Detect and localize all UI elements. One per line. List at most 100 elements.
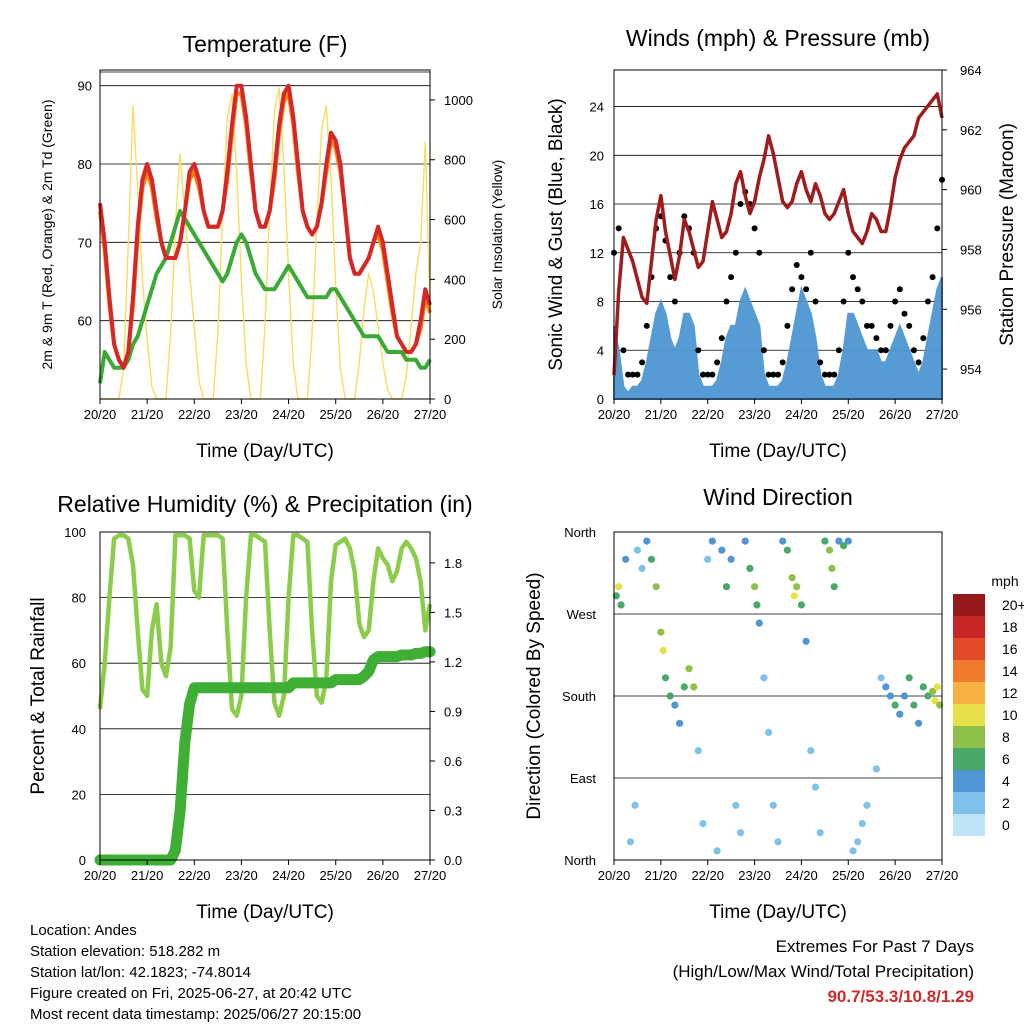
wind-direction-point — [755, 619, 763, 627]
wind-direction-point — [694, 747, 702, 755]
wind-direction-point — [685, 665, 693, 673]
wind-direction-point — [699, 820, 707, 828]
wind-direction-point — [760, 674, 768, 682]
gust-point — [709, 371, 716, 378]
plot-frame-1 — [99, 69, 431, 400]
y2-tick-label: 0.6 — [444, 754, 462, 769]
y-tick-label: 24 — [590, 100, 604, 115]
x-tick-label: 24/20 — [785, 868, 818, 883]
wind-direction-point — [727, 555, 735, 563]
gust-point — [831, 371, 838, 378]
station-info: Location: Andes Station elevation: 518.2… — [30, 920, 361, 1025]
wind-direction-point — [933, 683, 941, 691]
gust-point — [728, 274, 735, 281]
wind-direction-point — [840, 542, 848, 550]
wind-direction-point — [666, 692, 674, 700]
gust-point — [756, 249, 763, 256]
wind-direction-point — [882, 683, 890, 691]
x-tick-label: 22/20 — [691, 407, 724, 422]
wind-direction-point — [886, 692, 895, 700]
y-tick-label: 100 — [64, 525, 86, 540]
gust-point — [700, 371, 706, 378]
wind-direction-point — [830, 583, 838, 591]
wind-direction-point — [708, 537, 717, 545]
legend-label: 6 — [1002, 751, 1010, 767]
wind-direction-point — [633, 546, 642, 554]
y-tick-label: North — [564, 853, 596, 868]
latlon-text: Station lat/lon: 42.1823; -74.8014 — [30, 964, 252, 981]
gust-point — [704, 371, 711, 378]
wind-direction-point — [905, 674, 913, 682]
wind-direction-point — [718, 546, 726, 554]
wind-direction-point — [736, 829, 745, 837]
wind-direction-point — [802, 637, 810, 645]
gust-point — [639, 359, 646, 366]
y2-tick-label: 0.9 — [444, 704, 462, 719]
y2-tick-label: 1000 — [444, 93, 473, 108]
gust-point — [714, 359, 721, 366]
wind-direction-point — [790, 592, 799, 600]
x-tick-label: 23/20 — [225, 407, 258, 422]
y2-tick-label: 956 — [960, 302, 982, 317]
dewpoint-line — [98, 209, 432, 384]
legend-label: 2 — [1002, 795, 1010, 811]
legend-swatch — [953, 594, 985, 616]
y-tick-label: 20 — [72, 787, 86, 802]
x-tick-label: 27/20 — [926, 407, 959, 422]
legend-swatch — [953, 814, 985, 836]
wind-direction-point — [769, 801, 777, 809]
y-tick-label: North — [564, 525, 596, 540]
wind-direction-point — [657, 628, 665, 636]
x-tick-label: 20/20 — [84, 407, 117, 422]
legend-label: 20+ — [1002, 597, 1024, 613]
gust-point — [760, 347, 767, 354]
gust-point — [737, 201, 744, 207]
y2-tick-label: 1.2 — [444, 655, 462, 670]
x-tick-label: 21/20 — [645, 868, 678, 883]
gust-point — [812, 298, 819, 305]
gust-point — [732, 249, 739, 256]
x-tick-label: 24/20 — [272, 407, 305, 422]
y2-tick-label: 964 — [960, 63, 982, 78]
wind-direction-point — [929, 687, 937, 696]
y-tick-label: East — [570, 771, 596, 786]
elevation-text: Station elevation: 518.282 m — [30, 943, 221, 960]
sonic-wind-area — [613, 276, 943, 400]
plot-frame-3 — [99, 531, 431, 861]
gust-point — [770, 371, 777, 378]
gust-point — [901, 310, 908, 317]
wind-direction-point — [622, 555, 630, 563]
y-tick-label: 80 — [78, 157, 92, 172]
legend-swatch — [953, 638, 985, 660]
gust-point — [723, 298, 730, 305]
gust-point — [629, 371, 636, 378]
wind-direction-point — [732, 801, 740, 809]
wind-direction-point — [811, 783, 820, 791]
wind-direction-point — [849, 847, 857, 855]
x-axis-label: Time (Day/UTC) — [196, 902, 334, 923]
legend-label: 4 — [1002, 773, 1010, 789]
wind-direction-point — [631, 801, 639, 809]
gust-point — [784, 322, 791, 329]
x-tick-label: 26/20 — [879, 407, 912, 422]
gust-point — [910, 347, 917, 354]
gust-point — [615, 225, 622, 232]
gust-point — [854, 286, 861, 293]
y-axis-label: 2m & 9m T (Red, Orange) & 2m Td (Green) — [39, 100, 55, 370]
legend-title: mph — [991, 573, 1018, 589]
gust-point — [695, 347, 702, 354]
x-axis-label: Time (Day/UTC) — [196, 441, 334, 462]
gust-point — [887, 322, 894, 329]
gust-point — [896, 286, 903, 293]
x-tick-label: 25/20 — [832, 868, 865, 883]
gust-point — [906, 322, 913, 329]
gust-point — [779, 359, 786, 366]
rh-line — [97, 533, 433, 718]
x-tick-label: 20/20 — [84, 868, 117, 883]
wind-direction-point — [741, 537, 749, 545]
wind-direction-point — [779, 537, 787, 545]
wind-direction-point — [828, 564, 836, 573]
x-tick-label: 23/20 — [738, 407, 771, 422]
gust-point — [924, 298, 931, 305]
y-tick-label: 16 — [590, 197, 604, 212]
